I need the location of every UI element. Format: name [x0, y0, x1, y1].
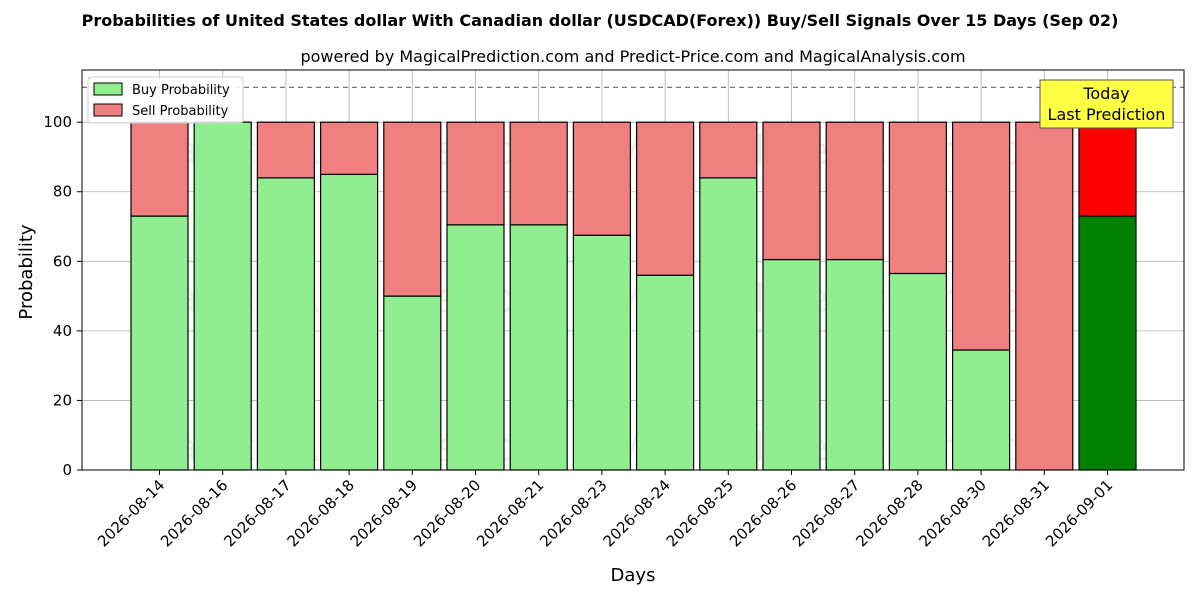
y-axis-label: Probability — [16, 224, 37, 319]
buy-bar — [383, 295, 442, 471]
plot-area: MagicalAnalysis.comMagicalPrediction.com… — [43, 69, 1185, 550]
sell-bar — [320, 121, 379, 175]
y-tick-label: 80 — [53, 183, 72, 201]
sell-bar — [1078, 121, 1137, 217]
y-tick-label: 0 — [62, 461, 72, 479]
sell-bar — [446, 121, 505, 226]
x-tick-label: 2026-08-27 — [789, 476, 863, 550]
sell-bar — [635, 121, 695, 276]
chart-title: Probabilities of United States dollar Wi… — [82, 11, 1119, 30]
x-tick-label: 2026-08-25 — [663, 476, 737, 550]
y-tick-label: 100 — [43, 113, 72, 131]
buy-bar — [320, 173, 379, 471]
legend: Buy Probability Sell Probability — [87, 76, 244, 124]
chart-subtitle: powered by MagicalPrediction.com and Pre… — [300, 47, 965, 66]
sell-bar — [509, 121, 568, 226]
buy-bar — [699, 177, 758, 471]
x-tick-label: 2026-08-24 — [600, 476, 674, 550]
buy-bar — [256, 177, 315, 471]
y-tick-label: 60 — [53, 252, 72, 270]
sell-bar — [1015, 121, 1074, 471]
buy-bar — [572, 234, 632, 471]
x-tick-label: 2026-08-18 — [284, 476, 358, 550]
x-tick-label: 2026-08-16 — [157, 476, 231, 550]
sell-bar — [383, 121, 442, 297]
buy-bar — [951, 349, 1011, 471]
buy-bar — [635, 274, 695, 471]
buy-bar — [509, 224, 568, 471]
x-tick-label: 2026-08-19 — [347, 476, 421, 550]
x-tick-label: 2026-08-14 — [94, 476, 168, 550]
sell-bar — [888, 121, 948, 275]
y-tick-label: 40 — [53, 322, 72, 340]
legend-label-buy: Buy Probability — [132, 83, 230, 98]
x-tick-label: 2026-08-26 — [726, 476, 800, 550]
buy-bar — [446, 224, 505, 471]
x-tick-label: 2026-08-23 — [536, 476, 610, 550]
buy-bar — [888, 272, 948, 471]
x-tick-label: 2026-08-28 — [852, 476, 926, 550]
sell-bar — [130, 121, 189, 217]
x-axis-label: Days — [611, 565, 656, 586]
x-tick-label: 2026-08-30 — [916, 476, 990, 550]
annotation-line-1: Today — [1082, 84, 1129, 103]
buy-bar — [762, 258, 821, 471]
x-tick-label: 2026-08-31 — [979, 476, 1053, 550]
sell-bar — [699, 121, 758, 179]
x-tick-label: 2026-09-01 — [1042, 476, 1116, 550]
x-tick-label: 2026-08-20 — [410, 476, 484, 550]
sell-bar — [951, 121, 1011, 351]
y-tick-label: 20 — [53, 391, 72, 409]
buy-bar — [130, 215, 189, 471]
sell-bar — [762, 121, 821, 261]
plot-frame — [81, 69, 1185, 471]
buy-bar — [825, 258, 884, 471]
legend-swatch-buy — [93, 82, 123, 96]
x-tick-label: 2026-08-21 — [473, 476, 547, 550]
annotation-box — [1039, 79, 1174, 129]
sell-bar — [256, 121, 315, 179]
annotation-line-2: Last Prediction — [1048, 105, 1166, 124]
buy-bar — [193, 121, 252, 471]
sell-bar — [572, 121, 632, 236]
buy-bar — [1078, 215, 1137, 471]
today-annotation: Today Last Prediction — [1039, 79, 1174, 129]
legend-swatch-sell — [93, 103, 123, 117]
legend-label-sell: Sell Probability — [132, 104, 229, 119]
legend-box — [87, 76, 244, 124]
sell-bar — [825, 121, 884, 261]
x-tick-label: 2026-08-17 — [220, 476, 294, 550]
